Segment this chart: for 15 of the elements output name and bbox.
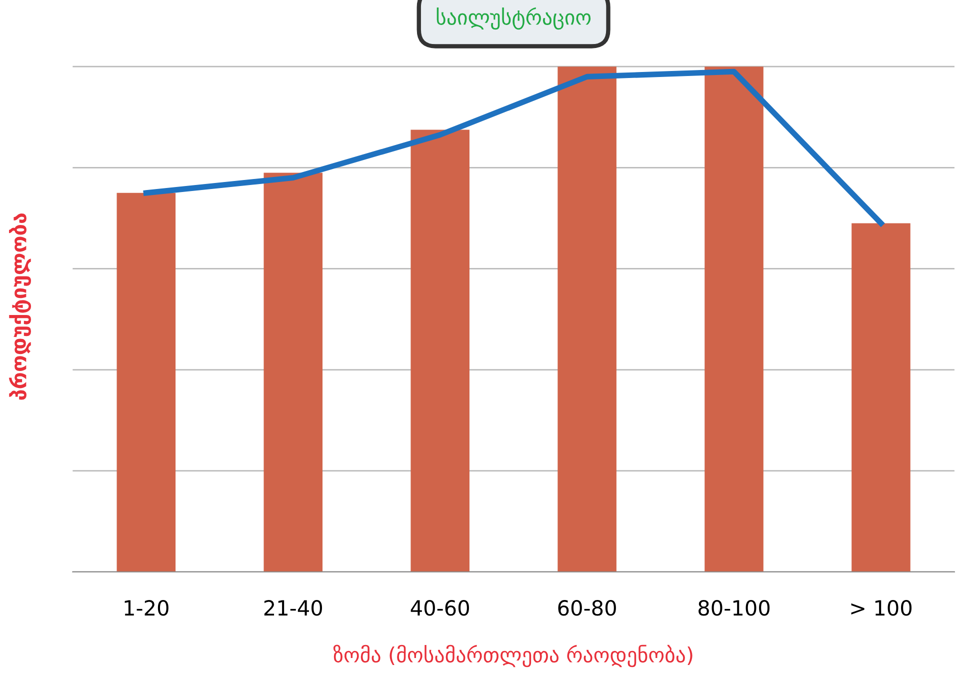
x-tick-label: 60-80 (558, 600, 616, 616)
bar (704, 66, 764, 572)
x-axis-title: ზომა (მოსამართლეთა რაოდენობა) (333, 644, 692, 668)
bar (852, 223, 910, 572)
bar (558, 66, 616, 572)
chart-title: საილუსტრაციო (436, 7, 591, 30)
bar (116, 192, 176, 572)
x-tick-label: 21-40 (264, 600, 322, 616)
x-tick-label: 1-20 (124, 600, 168, 616)
x-tick-label: > 100 (851, 600, 912, 616)
x-tick-label: 80-100 (698, 600, 770, 616)
bar (410, 130, 470, 572)
bar (264, 172, 323, 572)
x-tick-label: 40-60 (410, 600, 469, 616)
y-axis-title: პროდუქტიულობა (8, 213, 32, 400)
